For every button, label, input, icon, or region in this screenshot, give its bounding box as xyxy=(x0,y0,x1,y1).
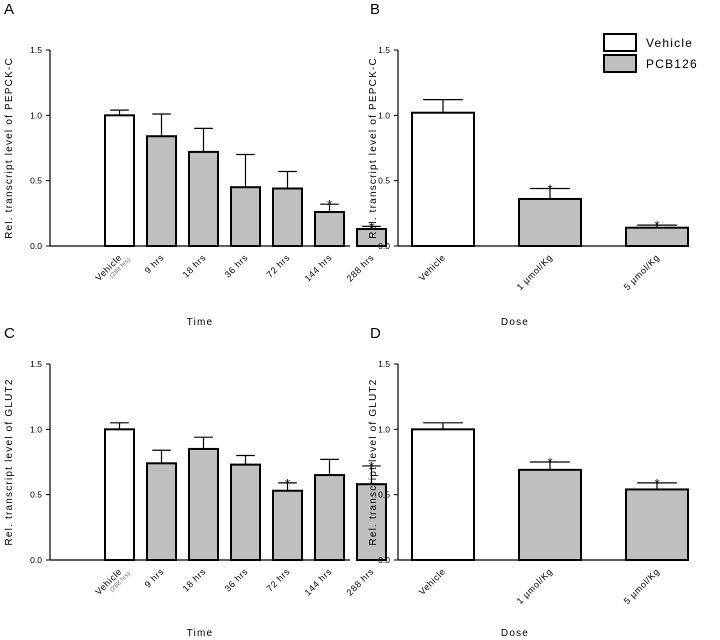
legend-label: PCB126 xyxy=(646,57,698,71)
x-tick-label: 5 µmol/Kg xyxy=(622,566,662,606)
y-axis-title: Rel. transcript level of PEPCK-C xyxy=(4,57,15,239)
y-tick-label: 1.5 xyxy=(378,45,390,55)
bar xyxy=(625,226,689,247)
panel-b: B 0.0 0.5 1.0 1.5 Vehicle * 1 µmol/Kg * 5 µmol/Kg… xyxy=(368,1,689,328)
x-axis-title: Time xyxy=(187,317,214,328)
x-tick-label: 5 µmol/Kg xyxy=(622,252,662,292)
y-tick-label: 1.5 xyxy=(378,359,390,369)
y-tick-label: 0.5 xyxy=(30,176,42,186)
x-axis-title: Dose xyxy=(501,317,529,328)
panel-d: D 0.0 0.5 1.0 1.5 Vehicle * 1 µmol/Kg * 5 µmol/Kg… xyxy=(368,325,689,639)
x-tick-label: 36 hrs xyxy=(223,252,250,279)
y-tick-label: 1.5 xyxy=(30,359,42,369)
significance-marker: * xyxy=(369,459,374,474)
bar xyxy=(146,135,177,248)
bar xyxy=(314,474,345,562)
x-tick-label: Vehicle xyxy=(417,566,448,597)
x-tick-label: 72 hrs xyxy=(265,566,292,593)
x-tick-label: 9 hrs xyxy=(143,566,166,589)
bar xyxy=(625,488,689,561)
bar xyxy=(518,468,582,561)
y-tick-label: 0.0 xyxy=(30,555,42,565)
y-tick-label: 1.0 xyxy=(378,110,390,120)
x-tick-label: 144 hrs xyxy=(303,566,334,597)
x-tick-label: 18 hrs xyxy=(181,252,208,279)
x-tick-label: 288 hrs xyxy=(345,566,376,597)
y-axis-title: Rel. transcript level of PEPCK-C xyxy=(368,57,379,239)
x-tick-label: 1 µmol/Kg xyxy=(515,566,555,606)
y-tick-label: 1.5 xyxy=(30,45,42,55)
bar xyxy=(411,428,475,562)
bar xyxy=(272,489,303,562)
x-tick-label: Vehicle xyxy=(417,252,448,283)
bar xyxy=(230,463,261,562)
legend-label: Vehicle xyxy=(646,36,693,50)
bar xyxy=(518,197,582,248)
significance-marker: * xyxy=(327,197,332,212)
y-tick-label: 0.0 xyxy=(378,555,390,565)
bar xyxy=(104,428,135,562)
y-axis-title: Rel. transcript level of GLUT2 xyxy=(368,378,379,545)
panel-letter: A xyxy=(4,1,14,18)
x-tick-label: 36 hrs xyxy=(223,566,250,593)
significance-marker: * xyxy=(369,219,374,234)
y-axis-title: Rel. transcript level of GLUT2 xyxy=(4,378,15,545)
bar xyxy=(356,483,387,562)
bar xyxy=(230,186,261,247)
x-tick-label: 288 hrs xyxy=(345,252,376,283)
legend-swatch xyxy=(603,33,637,52)
y-tick-label: 1.0 xyxy=(378,424,390,434)
bar xyxy=(188,447,219,561)
x-tick-label: 144 hrs xyxy=(303,252,334,283)
bar xyxy=(146,462,177,562)
x-tick-label: 72 hrs xyxy=(265,252,292,279)
bar xyxy=(356,228,387,248)
y-tick-label: 0.0 xyxy=(30,241,42,251)
y-tick-label: 0.5 xyxy=(378,176,390,186)
y-tick-label: 0.5 xyxy=(378,490,390,500)
legend-swatch xyxy=(603,54,637,73)
significance-marker: * xyxy=(285,476,290,491)
x-tick-label: 18 hrs xyxy=(181,566,208,593)
x-axis-title: Dose xyxy=(501,628,529,639)
bar xyxy=(411,111,475,247)
panel-letter: B xyxy=(370,1,380,18)
x-tick-label: 9 hrs xyxy=(143,252,166,275)
panel-letter: D xyxy=(370,325,381,342)
significance-marker: * xyxy=(654,218,659,233)
bar xyxy=(104,114,135,248)
y-tick-label: 0.5 xyxy=(30,490,42,500)
legend: Vehicle PCB126 xyxy=(603,33,698,73)
bar xyxy=(188,150,219,247)
significance-marker: * xyxy=(547,455,552,470)
x-axis-title: Time xyxy=(187,628,214,639)
bar xyxy=(314,211,345,248)
bar xyxy=(272,187,303,247)
significance-marker: * xyxy=(547,182,552,197)
y-tick-label: 0.0 xyxy=(378,241,390,251)
panel-letter: C xyxy=(4,325,15,342)
y-tick-label: 1.0 xyxy=(30,424,42,434)
significance-marker: * xyxy=(654,476,659,491)
x-tick-label: 1 µmol/Kg xyxy=(515,252,555,292)
y-tick-label: 1.0 xyxy=(30,110,42,120)
